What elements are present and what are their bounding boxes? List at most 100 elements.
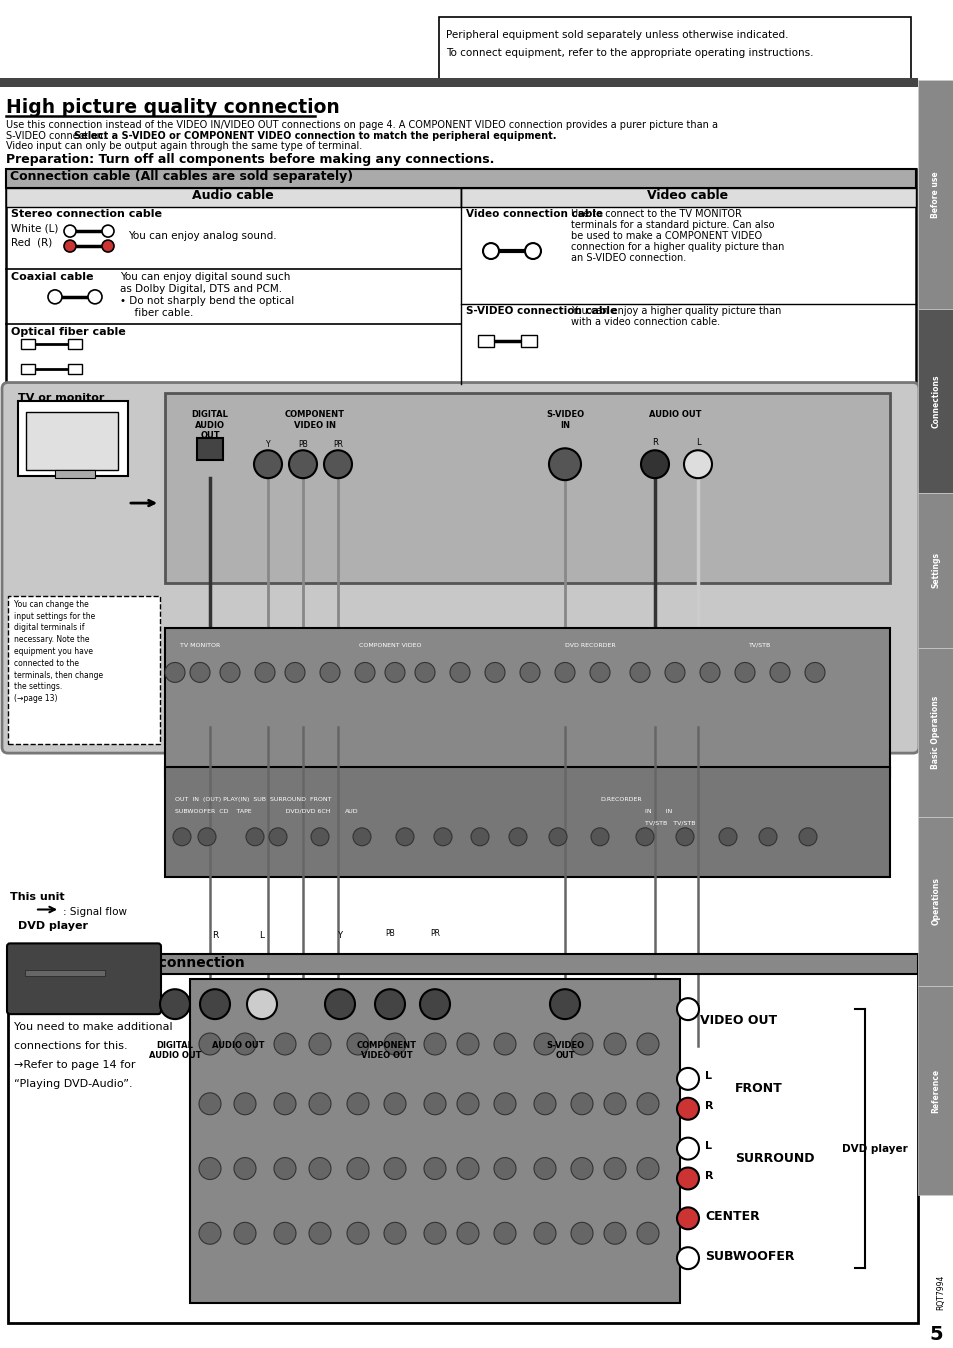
Circle shape (395, 828, 414, 845)
Text: Audio cable: Audio cable (192, 189, 274, 202)
Text: COMPONENT
VIDEO OUT: COMPONENT VIDEO OUT (356, 1041, 416, 1061)
Circle shape (384, 1093, 406, 1115)
Circle shape (423, 1223, 446, 1244)
Circle shape (471, 828, 489, 845)
Circle shape (64, 225, 76, 237)
Circle shape (676, 828, 693, 845)
Text: This unit: This unit (10, 891, 65, 902)
Text: TV/STB   TV/STB: TV/STB TV/STB (644, 821, 695, 826)
Text: High picture quality connection: High picture quality connection (6, 97, 339, 117)
Text: Reference: Reference (930, 1069, 940, 1113)
Bar (477, 334, 494, 346)
Text: Settings: Settings (930, 553, 940, 588)
Text: “Playing DVD-Audio”.: “Playing DVD-Audio”. (14, 1078, 132, 1089)
Circle shape (423, 1033, 446, 1055)
Text: Preparation: Turn off all components before making any connections.: Preparation: Turn off all components bef… (6, 154, 494, 166)
Circle shape (519, 662, 539, 682)
Circle shape (324, 450, 352, 479)
Text: OUT  IN  (OUT) PLAY(IN)  SUB  SURROUND  FRONT: OUT IN (OUT) PLAY(IN) SUB SURROUND FRONT (174, 797, 331, 802)
Circle shape (246, 828, 264, 845)
Circle shape (534, 1223, 556, 1244)
Circle shape (629, 662, 649, 682)
Circle shape (88, 290, 102, 303)
Bar (165, 628, 889, 776)
Text: Operations: Operations (930, 878, 940, 926)
Text: S-VIDEO connection cable: S-VIDEO connection cable (465, 306, 617, 315)
Text: SUBWOOFER  CD    TAPE                 DVD/DVD 6CH: SUBWOOFER CD TAPE DVD/DVD 6CH (174, 809, 330, 814)
Text: • Do not sharply bend the optical: • Do not sharply bend the optical (120, 295, 294, 306)
Bar (190, 979, 679, 1304)
Bar (68, 364, 82, 373)
Circle shape (269, 828, 287, 845)
Circle shape (534, 1093, 556, 1115)
Circle shape (347, 1223, 369, 1244)
Text: Before use: Before use (930, 171, 940, 217)
Text: PB: PB (385, 929, 395, 938)
Circle shape (555, 662, 575, 682)
Text: Y: Y (265, 441, 270, 449)
Circle shape (220, 662, 240, 682)
Text: DIGITAL
AUDIO
OUT: DIGITAL AUDIO OUT (192, 410, 228, 441)
Text: COMPONENT
VIDEO IN: COMPONENT VIDEO IN (285, 410, 345, 430)
Text: CENTER: CENTER (704, 1211, 759, 1224)
Circle shape (102, 240, 113, 252)
Circle shape (423, 1093, 446, 1115)
Text: AUDIO OUT: AUDIO OUT (648, 410, 700, 419)
Circle shape (637, 1093, 659, 1115)
Text: Peripheral equipment sold separately unless otherwise indicated.: Peripheral equipment sold separately unl… (446, 30, 788, 40)
Text: S-VIDEO
OUT: S-VIDEO OUT (545, 1041, 583, 1061)
Circle shape (285, 662, 305, 682)
Circle shape (603, 1033, 625, 1055)
Text: IN       IN: IN IN (644, 809, 672, 814)
Text: connection for a higher quality picture than: connection for a higher quality picture … (571, 243, 783, 252)
Text: DVD RECORDER: DVD RECORDER (564, 643, 615, 647)
Text: R: R (212, 931, 218, 941)
Text: connections for this.: connections for this. (14, 1041, 128, 1051)
Circle shape (198, 828, 215, 845)
Circle shape (484, 662, 504, 682)
Text: sound such as DVD-Audio.: sound such as DVD-Audio. (14, 1003, 160, 1014)
Bar (8, 954, 917, 1322)
Text: Use to connect to the TV MONITOR: Use to connect to the TV MONITOR (571, 209, 741, 220)
FancyBboxPatch shape (8, 596, 160, 744)
Text: PR: PR (430, 929, 439, 938)
Circle shape (589, 662, 609, 682)
Bar (18, 402, 128, 476)
Text: Stereo connection cable: Stereo connection cable (11, 209, 162, 220)
Text: DVD ANALOG 6CH connection: DVD ANALOG 6CH connection (14, 956, 245, 971)
Circle shape (534, 1033, 556, 1055)
Text: Connections: Connections (930, 375, 940, 427)
FancyBboxPatch shape (2, 383, 918, 754)
Circle shape (603, 1093, 625, 1115)
Text: S-VIDEO connection.: S-VIDEO connection. (6, 131, 109, 140)
Text: L: L (704, 1140, 711, 1151)
Text: be used to make a COMPONENT VIDEO: be used to make a COMPONENT VIDEO (571, 231, 761, 241)
Text: RQT7994: RQT7994 (936, 1275, 944, 1310)
Circle shape (494, 1223, 516, 1244)
Circle shape (233, 1223, 255, 1244)
Text: AUDIO OUT: AUDIO OUT (212, 1041, 264, 1050)
Circle shape (664, 662, 684, 682)
Text: Use this connection instead of the VIDEO IN/VIDEO OUT connections on page 4. A C: Use this connection instead of the VIDEO… (6, 120, 718, 129)
Bar (8, 954, 917, 975)
Text: L: L (259, 931, 264, 941)
Circle shape (456, 1093, 478, 1115)
Circle shape (524, 243, 540, 259)
Circle shape (683, 450, 711, 479)
Circle shape (347, 1093, 369, 1115)
Circle shape (247, 989, 276, 1019)
Circle shape (347, 1033, 369, 1055)
Text: Video input can only be output again through the same type of terminal.: Video input can only be output again thr… (6, 142, 362, 151)
Circle shape (482, 243, 498, 259)
Text: DVD player: DVD player (841, 1143, 907, 1154)
Circle shape (64, 240, 76, 252)
Circle shape (804, 662, 824, 682)
Text: : Signal flow: : Signal flow (63, 907, 127, 917)
Circle shape (494, 1033, 516, 1055)
Text: You can enjoy digital sound such: You can enjoy digital sound such (120, 272, 290, 282)
Circle shape (548, 449, 580, 480)
Circle shape (385, 662, 405, 682)
Circle shape (571, 1223, 593, 1244)
Text: fiber cable.: fiber cable. (128, 307, 193, 318)
Circle shape (734, 662, 754, 682)
